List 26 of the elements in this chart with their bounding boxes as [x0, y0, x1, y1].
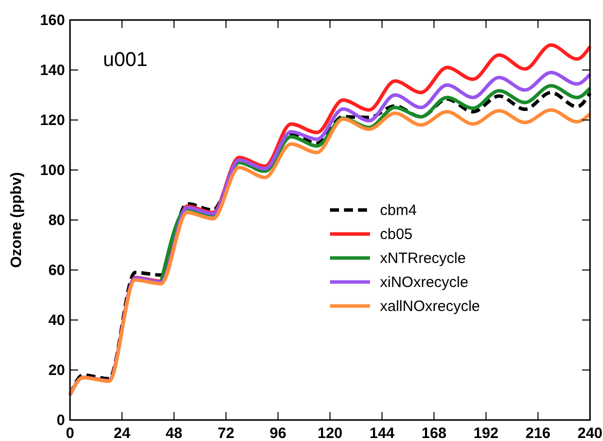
x-tick-label: 168	[421, 425, 447, 441]
legend-label: xiNOxrecycle	[380, 274, 468, 291]
x-tick-label: 144	[369, 425, 396, 441]
legend-label: xallNOxrecycle	[380, 298, 480, 315]
y-tick-label: 80	[48, 212, 65, 229]
y-tick-label: 60	[48, 262, 65, 279]
y-tick-label: 140	[40, 62, 65, 79]
legend-label: xNTRrecycle	[380, 250, 466, 267]
legend-label: cbm4	[380, 202, 417, 219]
y-tick-label: 40	[48, 312, 65, 329]
x-tick-label: 24	[114, 425, 131, 441]
y-tick-label: 0	[56, 412, 65, 429]
legend-label: cb05	[380, 226, 413, 243]
y-axis-title: Ozone (ppbv)	[8, 172, 25, 268]
x-tick-label: 240	[577, 425, 603, 441]
annotation: u001	[103, 49, 148, 71]
x-tick-label: 192	[473, 425, 499, 441]
x-tick-label: 96	[270, 425, 286, 441]
y-tick-label: 160	[40, 12, 65, 29]
y-tick-label: 20	[48, 362, 65, 379]
x-tick-label: 72	[218, 425, 234, 441]
x-tick-label: 216	[525, 425, 551, 441]
x-tick-label: 120	[317, 425, 343, 441]
y-tick-label: 100	[40, 162, 65, 179]
y-tick-label: 120	[40, 112, 65, 129]
x-tick-label: 48	[166, 425, 182, 441]
